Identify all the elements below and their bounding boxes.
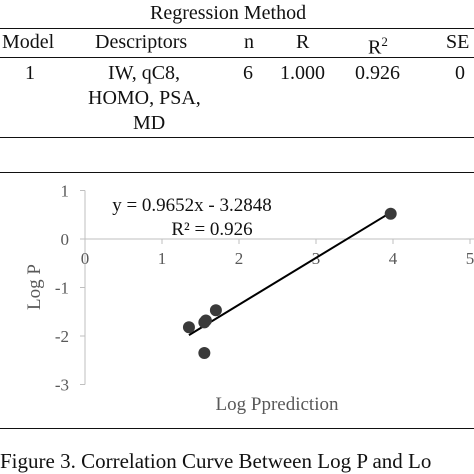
header-r2-sup: 2 [381, 34, 388, 49]
cell-descriptors-line3: MD [133, 112, 166, 134]
x-tick-label: 5 [466, 249, 474, 268]
header-se: SE [446, 31, 470, 53]
cell-descriptors-line1: IW, qC8, [108, 62, 181, 84]
y-tick-label: -2 [55, 327, 69, 346]
header-n: n [244, 31, 254, 53]
y-tick-label: 1 [61, 182, 70, 201]
x-tick-label: 2 [235, 249, 244, 268]
cell-r2: 0.926 [355, 62, 400, 84]
trendline-equation: y = 0.9652x - 3.2848 [112, 195, 272, 216]
y-tick-label: -1 [55, 279, 69, 298]
y-tick-label: -3 [55, 376, 69, 395]
table-title: Regression Method [150, 2, 307, 24]
cell-descriptors-line2: HOMO, PSA, [88, 87, 201, 109]
r-squared-label: R² = 0.926 [171, 219, 252, 240]
x-tick-label: 1 [158, 249, 167, 268]
header-model: Model [2, 31, 55, 53]
cell-r: 1.000 [280, 62, 325, 84]
data-point [198, 346, 211, 359]
cell-se: 0 [455, 62, 465, 84]
table-rule-top [0, 28, 474, 29]
y-tick-label: 0 [61, 230, 70, 249]
data-point [182, 321, 195, 334]
cell-model: 1 [25, 62, 35, 84]
table-rule-bottom [0, 137, 474, 138]
data-point [199, 314, 212, 327]
header-r: R [296, 31, 310, 53]
figure-caption: Figure 3. Correlation Curve Between Log … [0, 449, 432, 473]
scatter-chart: 01234510-1-2-3 y = 0.9652x - 3.2848 R² =… [24, 182, 474, 415]
header-descriptors: Descriptors [95, 31, 188, 53]
y-axis-label: Log P [24, 264, 45, 310]
cell-n: 6 [243, 62, 253, 84]
x-tick-label: 0 [81, 249, 90, 268]
trendline [188, 211, 392, 336]
header-r2: R2 [368, 31, 388, 59]
header-r2-base: R [368, 36, 382, 59]
figure-top-rule [0, 172, 474, 173]
data-point [209, 304, 222, 317]
x-axis-label: Log Ppredict​ion [216, 394, 339, 415]
table-rule-mid [0, 57, 474, 58]
figure-bottom-rule [0, 428, 474, 429]
data-point [384, 207, 397, 220]
x-tick-label: 4 [389, 249, 398, 268]
